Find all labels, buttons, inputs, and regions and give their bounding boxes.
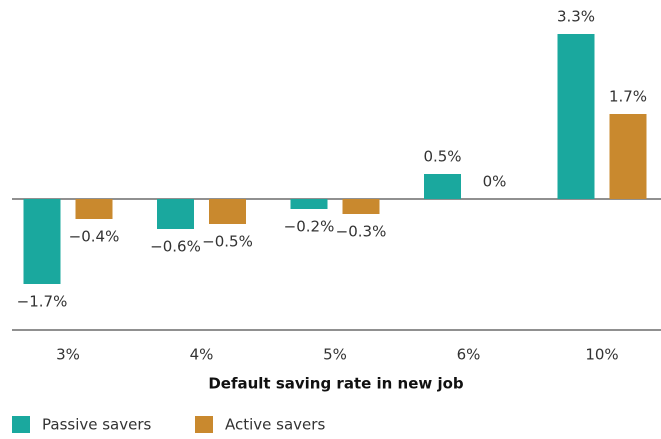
bar — [157, 199, 194, 229]
x-tick-label: 4% — [190, 346, 214, 364]
bar — [424, 174, 461, 199]
bar — [609, 114, 647, 199]
data-label: −0.3% — [336, 223, 387, 241]
data-label: −0.2% — [284, 218, 335, 236]
legend-swatch — [195, 416, 213, 433]
data-label: 1.7% — [609, 88, 647, 106]
data-label: −1.7% — [17, 293, 68, 311]
x-tick-label: 10% — [585, 346, 618, 364]
data-label: 0.5% — [423, 148, 461, 166]
data-label: −0.6% — [150, 238, 201, 256]
x-tick-label: 3% — [56, 346, 80, 364]
data-label: −0.4% — [69, 228, 120, 246]
x-tick-label: 6% — [457, 346, 481, 364]
legend-label: Passive savers — [42, 416, 152, 434]
legend-label: Active savers — [225, 416, 325, 434]
data-label: −0.5% — [202, 233, 253, 251]
x-tick-label: 5% — [323, 346, 347, 364]
data-label: 0% — [483, 173, 507, 191]
data-label: 3.3% — [557, 8, 595, 26]
bar — [75, 199, 113, 219]
bar — [209, 199, 246, 224]
bar — [23, 199, 61, 284]
bar — [342, 199, 380, 214]
bar — [557, 34, 595, 199]
x-axis-title: Default saving rate in new job — [208, 375, 464, 393]
legend-swatch — [12, 416, 30, 433]
bar — [290, 199, 328, 209]
